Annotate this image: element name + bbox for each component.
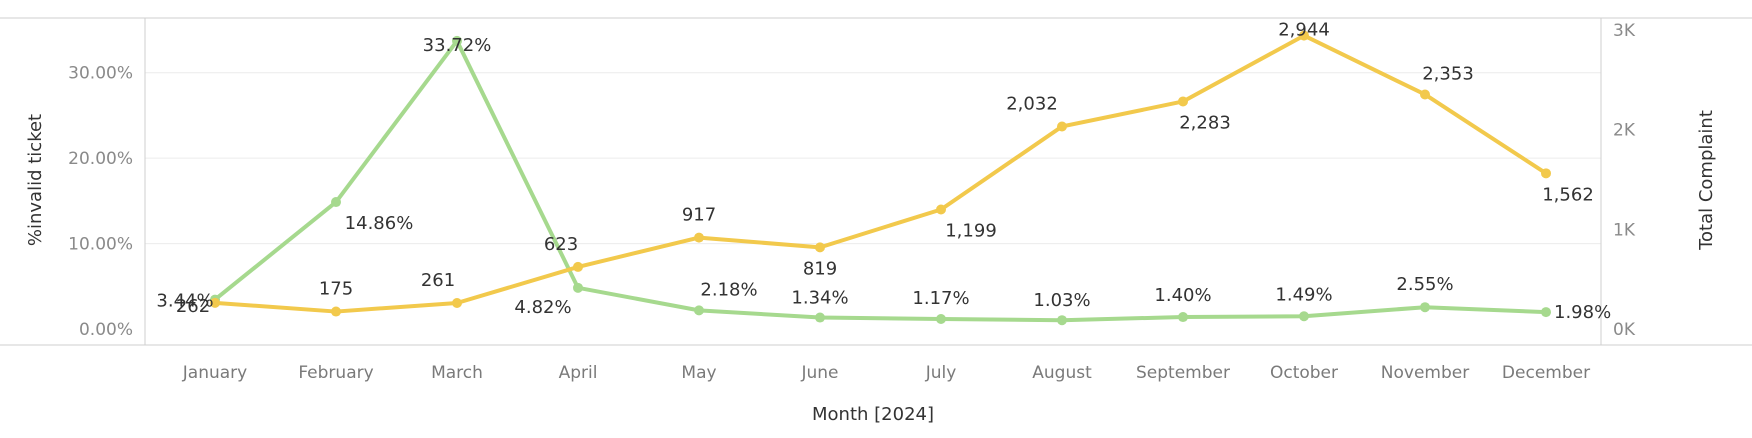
invalid-ticket-point[interactable] [573, 282, 583, 293]
right-axis-title: Total Complaint [1696, 110, 1717, 251]
series-layer [210, 30, 1551, 326]
total-complaint-label: 2,032 [1006, 93, 1058, 114]
total-complaint-label: 1,199 [945, 220, 997, 241]
left-tick-label: 10.00% [68, 235, 133, 255]
total-complaint-label: 917 [682, 205, 716, 226]
data-labels: 3.44% 14.86% 33.72% 4.82% 2.18% 1.34% 1.17% 1.0… [156, 20, 1611, 324]
left-axis-ticks: 0.00% 10.00% 20.00% 30.00% [68, 64, 133, 340]
x-tick-label: December [1502, 363, 1590, 383]
left-axis-title: %invalid ticket [25, 114, 46, 246]
x-tick-label: July [925, 363, 957, 383]
total-complaint-point[interactable] [210, 297, 220, 308]
total-complaint-label: 175 [319, 279, 353, 300]
invalid-ticket-label: 14.86% [345, 213, 414, 234]
invalid-ticket-line [213, 38, 1548, 323]
invalid-ticket-point[interactable] [452, 35, 462, 46]
total-complaint-point[interactable] [936, 204, 946, 215]
invalid-ticket-label: 33.72% [423, 35, 492, 56]
invalid-ticket-point[interactable] [1057, 315, 1067, 326]
x-tick-label: August [1032, 363, 1092, 383]
total-complaint-point[interactable] [815, 242, 825, 253]
left-tick-label: 0.00% [79, 320, 133, 340]
total-complaint-point[interactable] [1178, 96, 1188, 107]
invalid-ticket-label: 3.44% [156, 291, 213, 312]
total-complaint-point[interactable] [452, 297, 462, 308]
total-complaint-point[interactable] [1057, 121, 1067, 132]
invalid-ticket-label: 1.98% [1554, 302, 1611, 323]
invalid-ticket-label: 1.34% [791, 288, 848, 309]
gridlines [145, 72, 1601, 245]
x-tick-label: February [298, 363, 373, 383]
total-complaint-point[interactable] [1420, 89, 1430, 100]
total-complaint-label: 819 [803, 258, 837, 279]
x-tick-label: May [681, 363, 716, 383]
invalid-ticket-point[interactable] [331, 197, 341, 208]
invalid-ticket-label: 1.03% [1033, 290, 1090, 311]
invalid-ticket-point[interactable] [1541, 307, 1551, 318]
right-tick-label: 3K [1613, 21, 1636, 41]
left-tick-label: 20.00% [68, 149, 133, 169]
total-complaint-line [213, 33, 1548, 314]
total-complaint-point[interactable] [573, 261, 583, 272]
x-tick-label: September [1136, 363, 1230, 383]
x-tick-label: October [1270, 363, 1338, 383]
x-tick-label: January [182, 363, 247, 383]
x-axis-ticks: January February March April May June July Augu… [182, 363, 1590, 383]
invalid-ticket-point[interactable] [815, 312, 825, 323]
invalid-ticket-label: 1.40% [1154, 285, 1211, 306]
total-complaint-label: 2,353 [1422, 63, 1474, 84]
x-tick-label: April [559, 363, 598, 383]
invalid-ticket-point[interactable] [694, 305, 704, 316]
invalid-ticket-label: 2.55% [1396, 274, 1453, 295]
invalid-ticket-point[interactable] [1420, 302, 1430, 313]
total-complaint-point[interactable] [1541, 168, 1551, 179]
invalid-ticket-label: 1.49% [1275, 284, 1332, 305]
total-complaint-label: 262 [176, 296, 210, 317]
total-complaint-label: 2,283 [1179, 112, 1231, 133]
invalid-ticket-label: 2.18% [700, 279, 757, 300]
invalid-ticket-label: 4.82% [514, 297, 571, 318]
plot-frame [144, 17, 1602, 346]
total-complaint-point[interactable] [1299, 30, 1309, 41]
invalid-ticket-label: 1.17% [912, 288, 969, 309]
total-complaint-point[interactable] [331, 306, 341, 317]
total-complaint-point[interactable] [694, 232, 704, 243]
total-complaint-label: 2,944 [1278, 20, 1330, 41]
right-tick-label: 1K [1613, 220, 1636, 240]
total-complaint-label: 623 [544, 234, 578, 255]
right-axis-ticks: 0K 1K 2K 3K [1613, 21, 1636, 340]
total-complaint-label: 261 [421, 270, 455, 291]
right-tick-label: 2K [1613, 121, 1636, 141]
left-tick-label: 30.00% [68, 64, 133, 84]
x-tick-label: June [800, 363, 838, 383]
invalid-ticket-point[interactable] [936, 314, 946, 325]
x-axis-title: Month [2024] [812, 404, 934, 425]
invalid-ticket-point[interactable] [1299, 311, 1309, 322]
right-tick-label: 0K [1613, 320, 1636, 340]
x-tick-label: March [431, 363, 483, 383]
x-tick-label: November [1381, 363, 1469, 383]
total-complaint-label: 1,562 [1542, 184, 1594, 205]
invalid-ticket-point[interactable] [1178, 312, 1188, 323]
